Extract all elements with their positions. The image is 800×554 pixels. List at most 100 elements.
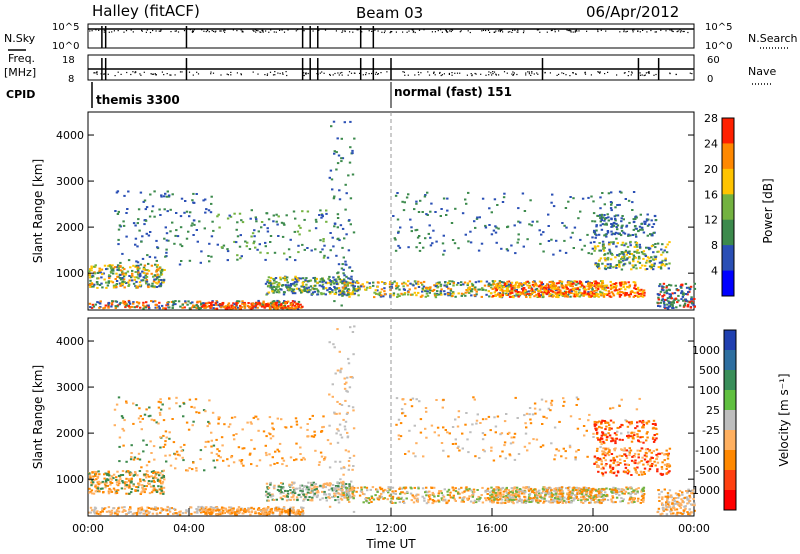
power-echo-cell [551, 295, 554, 298]
noise-dot [485, 29, 487, 32]
noise-dot [514, 29, 516, 31]
power-echo-cell [185, 237, 189, 240]
power-echo-cell [597, 266, 600, 269]
nave-dot [266, 73, 269, 75]
nave-dot [236, 72, 238, 74]
power-echo-cell [314, 218, 318, 221]
velocity-echo-cell [398, 488, 401, 490]
velocity-echo-cell [306, 423, 309, 425]
power-echo-cell [134, 265, 137, 268]
power-echo-cell [206, 305, 209, 308]
velocity-echo-cell [121, 427, 124, 430]
velocity-echo-cell [110, 509, 114, 512]
power-echo-cell [253, 229, 256, 232]
power-echo-cell [290, 287, 293, 290]
power-echo-cell [569, 285, 573, 287]
velocity-echo-cell [351, 487, 354, 489]
power-echo-cell [151, 282, 154, 285]
power-echo-cell [614, 214, 618, 217]
power-echo-cell [333, 278, 336, 281]
power-echo-cell [201, 304, 205, 307]
velocity-echo-cell [374, 494, 377, 497]
power-echo-cell [480, 242, 484, 245]
nave-dot [163, 74, 165, 76]
velocity-echo-cell [229, 506, 233, 509]
power-echo-cell [553, 287, 556, 290]
power-echo-cell [96, 277, 99, 280]
velocity-echo-cell [292, 509, 295, 512]
velocity-echo-cell [175, 402, 178, 405]
power-echo-cell [666, 243, 669, 246]
velocity-echo-cell [264, 444, 267, 447]
velocity-echo-cell [182, 459, 185, 462]
nave-dot [347, 74, 349, 76]
velocity-echo-cell [150, 470, 154, 473]
noise-dot [368, 30, 370, 32]
colorbar-segment [722, 168, 734, 195]
power-echo-cell [145, 272, 148, 275]
power-echo-cell [595, 282, 598, 285]
velocity-echo-cell [284, 495, 287, 498]
power-echo-cell [158, 275, 161, 278]
power-echo-cell [115, 191, 119, 194]
power-echo-cell [474, 226, 477, 229]
velocity-echo-cell [490, 495, 493, 498]
beam-label: Beam 03 [356, 4, 423, 22]
power-echo-cell [637, 251, 641, 254]
noise-dot [191, 31, 194, 33]
power-echo-cell [134, 237, 138, 240]
power-echo-cell [344, 260, 347, 263]
velocity-echo-cell [257, 507, 261, 510]
nave-dot [590, 74, 592, 76]
velocity-echo-cell [391, 502, 394, 504]
power-echo-cell [243, 306, 247, 309]
power-echo-cell [633, 291, 636, 294]
power-echo-cell [250, 209, 253, 212]
velocity-echo-cell [161, 403, 164, 406]
power-echo-cell [557, 291, 560, 294]
power-echo-cell [159, 285, 162, 288]
power-echo-cell [671, 292, 674, 295]
power-echo-cell [619, 283, 622, 286]
power-echo-cell [311, 292, 314, 295]
power-echo-cell [353, 288, 356, 290]
power-echo-cell [251, 307, 254, 310]
velocity-echo-cell [355, 490, 358, 493]
velocity-echo-cell [306, 486, 309, 489]
radar-title: Halley (fitACF) [92, 2, 200, 20]
velocity-echo-cell [133, 456, 137, 459]
power-echo-cell [422, 285, 426, 288]
velocity-echo-cell [200, 511, 203, 514]
velocity-echo-cell [208, 422, 211, 425]
power-echo-cell [350, 284, 353, 287]
power-echo-cell [145, 278, 148, 281]
power-echo-cell [283, 279, 287, 282]
velocity-echo-cell [160, 476, 164, 479]
power-echo-cell [451, 295, 454, 297]
power-echo-cell [619, 294, 623, 296]
power-echo-cell [412, 284, 415, 287]
power-echo-cell [623, 258, 626, 261]
velocity-echo-cell [320, 455, 324, 458]
velocity-echo-cell [148, 511, 151, 514]
velocity-echo-cell [149, 485, 153, 488]
power-echo-cell [384, 282, 387, 285]
power-echo-cell [209, 211, 213, 214]
power-echo-cell [564, 251, 568, 254]
nave-dot [530, 74, 532, 76]
power-echo-cell [592, 294, 596, 297]
velocity-echo-cell [348, 485, 351, 488]
power-echo-cell [499, 287, 502, 290]
velocity-echo-cell [390, 497, 393, 500]
power-echo-cell [123, 286, 126, 289]
noise-dot [193, 29, 195, 31]
power-echo-cell [118, 276, 122, 279]
power-echo-cell [374, 292, 378, 295]
power-echo-cell [389, 286, 392, 289]
power-echo-cell [342, 290, 345, 293]
power-echo-cell [275, 291, 278, 294]
power-echo-cell [613, 233, 617, 236]
power-echo-cell [508, 295, 512, 298]
power-echo-cell [629, 240, 632, 243]
power-echo-cell [277, 285, 280, 288]
